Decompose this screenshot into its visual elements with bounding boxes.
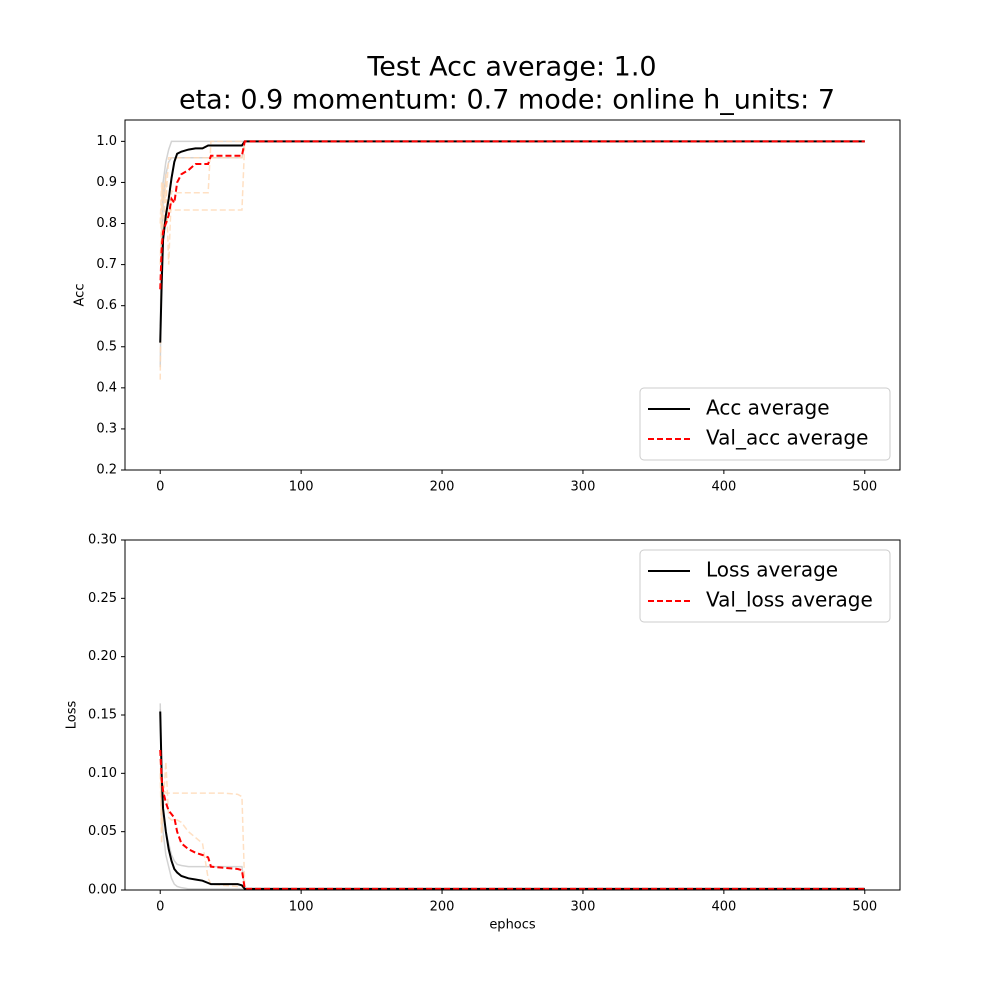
suptitle: eta: 0.9 momentum: 0.7 mode: online h_un… (179, 85, 835, 116)
y-tick-label: 0.3 (96, 421, 117, 436)
x-tick-label: 100 (289, 900, 314, 915)
series-line (159, 140, 865, 265)
x-tick-label: 500 (852, 480, 877, 495)
series-line (159, 140, 865, 327)
series-line (159, 140, 865, 368)
y-tick-label: 0.8 (96, 216, 117, 231)
series-line (159, 703, 865, 890)
y-tick-label: 0.20 (88, 649, 117, 664)
series-line (159, 749, 865, 890)
x-tick-label: 300 (571, 900, 596, 915)
series-line (159, 140, 865, 343)
series-line (159, 140, 865, 290)
series-line (159, 749, 865, 890)
y-tick-label: 0.5 (96, 339, 117, 354)
y-tick-label: 1.0 (96, 134, 117, 149)
y-tick-label: 0.30 (88, 533, 117, 548)
y-axis-label: Acc (73, 284, 88, 307)
legend-label: Acc average (706, 396, 830, 420)
legend-box (639, 549, 891, 623)
axes-frame (124, 119, 901, 471)
y-axis-label: Loss (65, 701, 80, 730)
y-tick-label: 0.6 (96, 298, 117, 313)
x-tick-label: 400 (711, 900, 736, 915)
series-line (159, 761, 865, 890)
y-tick-label: 0.7 (96, 257, 117, 272)
x-tick-label: 200 (430, 480, 455, 495)
x-tick-label: 0 (156, 900, 164, 915)
x-tick-label: 400 (711, 480, 736, 495)
y-tick-label: 0.2 (96, 463, 117, 478)
x-tick-label: 300 (571, 480, 596, 495)
x-tick-label: 500 (852, 900, 877, 915)
axes-frame (124, 539, 901, 891)
x-tick-label: 0 (156, 480, 164, 495)
series-line (159, 709, 865, 890)
y-tick-label: 0.15 (88, 708, 117, 723)
suptitle: Test Acc average: 1.0 (366, 52, 656, 83)
y-tick-label: 0.05 (88, 824, 117, 839)
legend-box (639, 387, 891, 461)
series-line (159, 140, 865, 265)
series-line (159, 140, 865, 380)
legend-label: Val_acc average (706, 426, 868, 450)
x-tick-label: 100 (289, 480, 314, 495)
y-tick-label: 0.00 (88, 883, 117, 898)
legend-label: Val_loss average (706, 588, 873, 612)
legend-label: Loss average (706, 558, 838, 582)
x-tick-label: 200 (430, 900, 455, 915)
y-tick-label: 0.10 (88, 766, 117, 781)
y-tick-label: 0.4 (96, 380, 117, 395)
y-tick-label: 0.9 (96, 175, 117, 190)
x-axis-label: ephocs (489, 918, 536, 933)
series-line (159, 711, 865, 890)
y-tick-label: 0.25 (88, 591, 117, 606)
